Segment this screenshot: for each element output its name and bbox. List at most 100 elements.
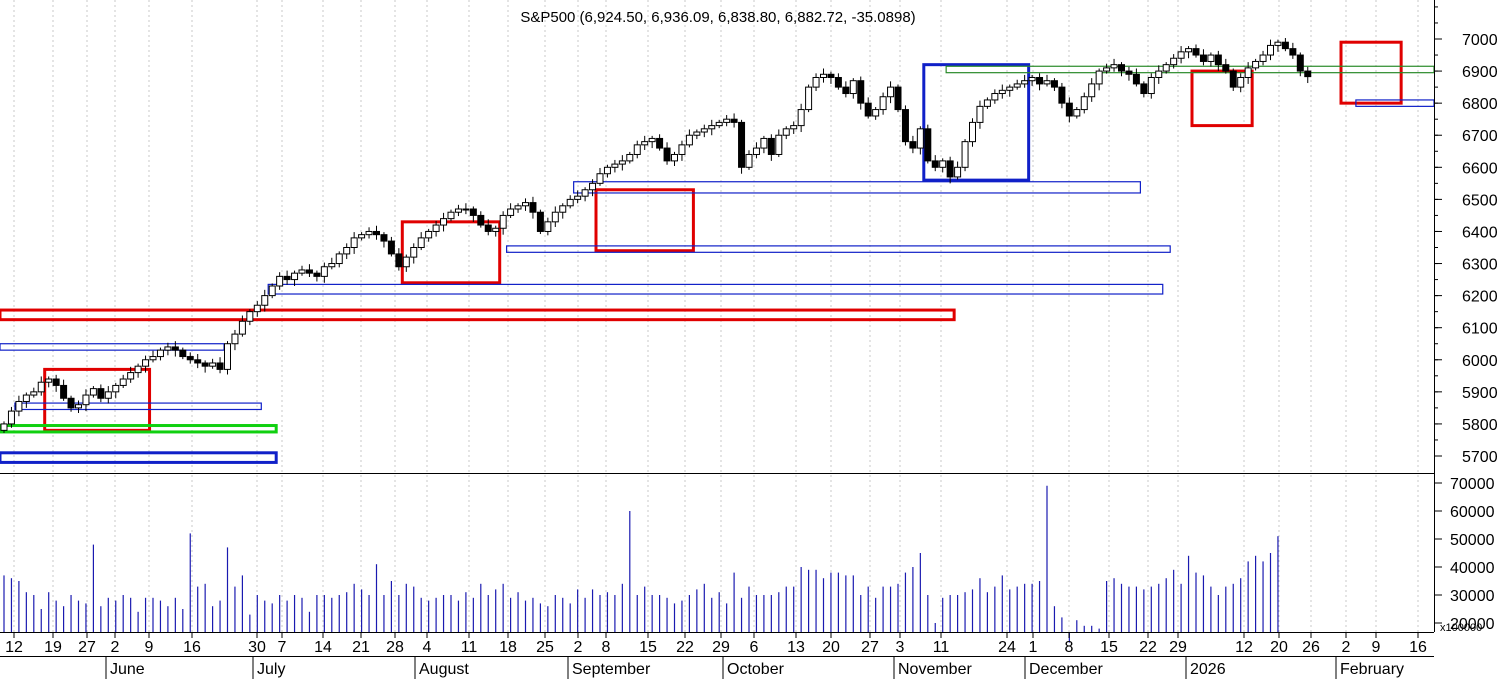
candle-body <box>1289 48 1297 56</box>
candle-body <box>879 96 887 111</box>
candle-body <box>305 269 313 274</box>
candle-body <box>767 137 775 155</box>
candle-body <box>365 230 373 236</box>
candle-body <box>224 343 231 370</box>
day-label: 6 <box>750 639 759 656</box>
candle-body <box>887 86 895 98</box>
month-label: December <box>1029 661 1103 678</box>
candle-body <box>119 378 127 386</box>
price-tick-label: 6500 <box>1462 192 1498 209</box>
candle-body <box>156 349 164 358</box>
candle-body <box>842 86 850 95</box>
day-label: 2 <box>111 639 120 656</box>
day-label: 24 <box>998 639 1016 656</box>
candle-body <box>186 356 194 361</box>
chart-frame <box>0 0 1435 657</box>
candle-body <box>15 400 23 412</box>
candle-body <box>432 224 440 232</box>
candle-body <box>462 208 470 211</box>
candle-body <box>1162 64 1170 72</box>
candle-body <box>1296 54 1304 72</box>
candle-body <box>611 163 619 168</box>
day-label: 16 <box>1409 639 1427 656</box>
candle-body <box>89 388 97 396</box>
candle-body <box>723 118 731 123</box>
candle-body <box>37 381 45 393</box>
day-label: 12 <box>1235 639 1253 656</box>
candle-body <box>164 346 172 351</box>
candle-body <box>1028 76 1036 82</box>
candle-body <box>1110 64 1118 69</box>
candle-body <box>231 333 239 345</box>
month-label: September <box>572 661 651 678</box>
annotation-red-box <box>400 220 502 285</box>
price-tick-label: 6900 <box>1462 64 1498 81</box>
candle-body <box>1088 83 1096 98</box>
day-label: 15 <box>639 639 657 656</box>
candle-body <box>82 394 90 406</box>
candle-body <box>931 160 939 168</box>
chart-title: S&P500 (6,924.50, 6,936.09, 6,838.80, 6,… <box>520 9 915 26</box>
candle-body <box>1125 70 1133 75</box>
candle-body <box>1043 80 1051 85</box>
candle-body <box>566 198 574 207</box>
price-tick-label: 7000 <box>1462 32 1498 49</box>
price-tick-label: 5800 <box>1462 417 1498 434</box>
candle-body <box>529 202 537 213</box>
candle-body <box>97 388 105 399</box>
day-label: 11 <box>933 639 950 656</box>
candle-body <box>1118 64 1125 72</box>
annotation-zone-blue-thick <box>0 451 278 464</box>
candle-body <box>916 128 924 149</box>
candle-body <box>343 247 351 255</box>
candle-body <box>522 202 529 207</box>
candle-body <box>708 125 716 130</box>
day-label: 26 <box>1302 639 1320 656</box>
candle-body <box>581 189 589 197</box>
day-label: 2 <box>574 639 583 656</box>
price-tick-label: 5900 <box>1462 385 1498 402</box>
candle-body <box>1147 76 1155 95</box>
candle-body <box>1192 48 1200 56</box>
date-axis: 12 19 27 2 9 16 30 7 14 21 28 4 11 18 25 2 8 15 22 29 6 13 20 2… <box>5 632 1427 679</box>
candle-body <box>1013 83 1021 88</box>
candle-body <box>715 121 723 127</box>
month-label: 2026 <box>1190 661 1226 678</box>
month-label: June <box>110 661 145 678</box>
candle-body <box>782 128 790 136</box>
candle-body <box>1281 41 1289 50</box>
candle-body <box>1103 67 1111 72</box>
candle-body <box>1304 70 1312 78</box>
candle-body <box>626 153 634 162</box>
candle-body <box>1252 60 1260 69</box>
candle-body <box>373 230 380 236</box>
candle-body <box>1207 54 1215 62</box>
candle-body <box>1080 96 1088 111</box>
candle-body <box>678 144 686 155</box>
candle-body <box>492 227 500 232</box>
candle-body <box>596 173 604 184</box>
candle-body <box>142 359 150 367</box>
annotation-zone-blue <box>573 181 1142 194</box>
day-label: 18 <box>499 639 517 656</box>
annotation-red-box <box>43 367 152 432</box>
candle-body <box>335 253 343 265</box>
candle-body <box>417 237 425 248</box>
candle-body <box>291 272 299 281</box>
candle-body <box>112 384 120 393</box>
candle-body <box>380 234 388 242</box>
candle-body <box>447 211 455 220</box>
candle-body <box>738 121 746 168</box>
day-label: 30 <box>248 639 266 656</box>
candle-body <box>410 247 418 258</box>
candle-body <box>663 147 671 162</box>
candle-body <box>544 221 552 232</box>
day-label: 29 <box>712 639 730 656</box>
candle-body <box>1006 86 1014 91</box>
price-tick-label: 6200 <box>1462 289 1498 306</box>
annotation-red-box <box>1190 69 1254 128</box>
candle-body <box>954 166 962 178</box>
day-label: 16 <box>183 639 201 656</box>
candle-body <box>633 144 641 155</box>
candle-body <box>775 134 783 155</box>
